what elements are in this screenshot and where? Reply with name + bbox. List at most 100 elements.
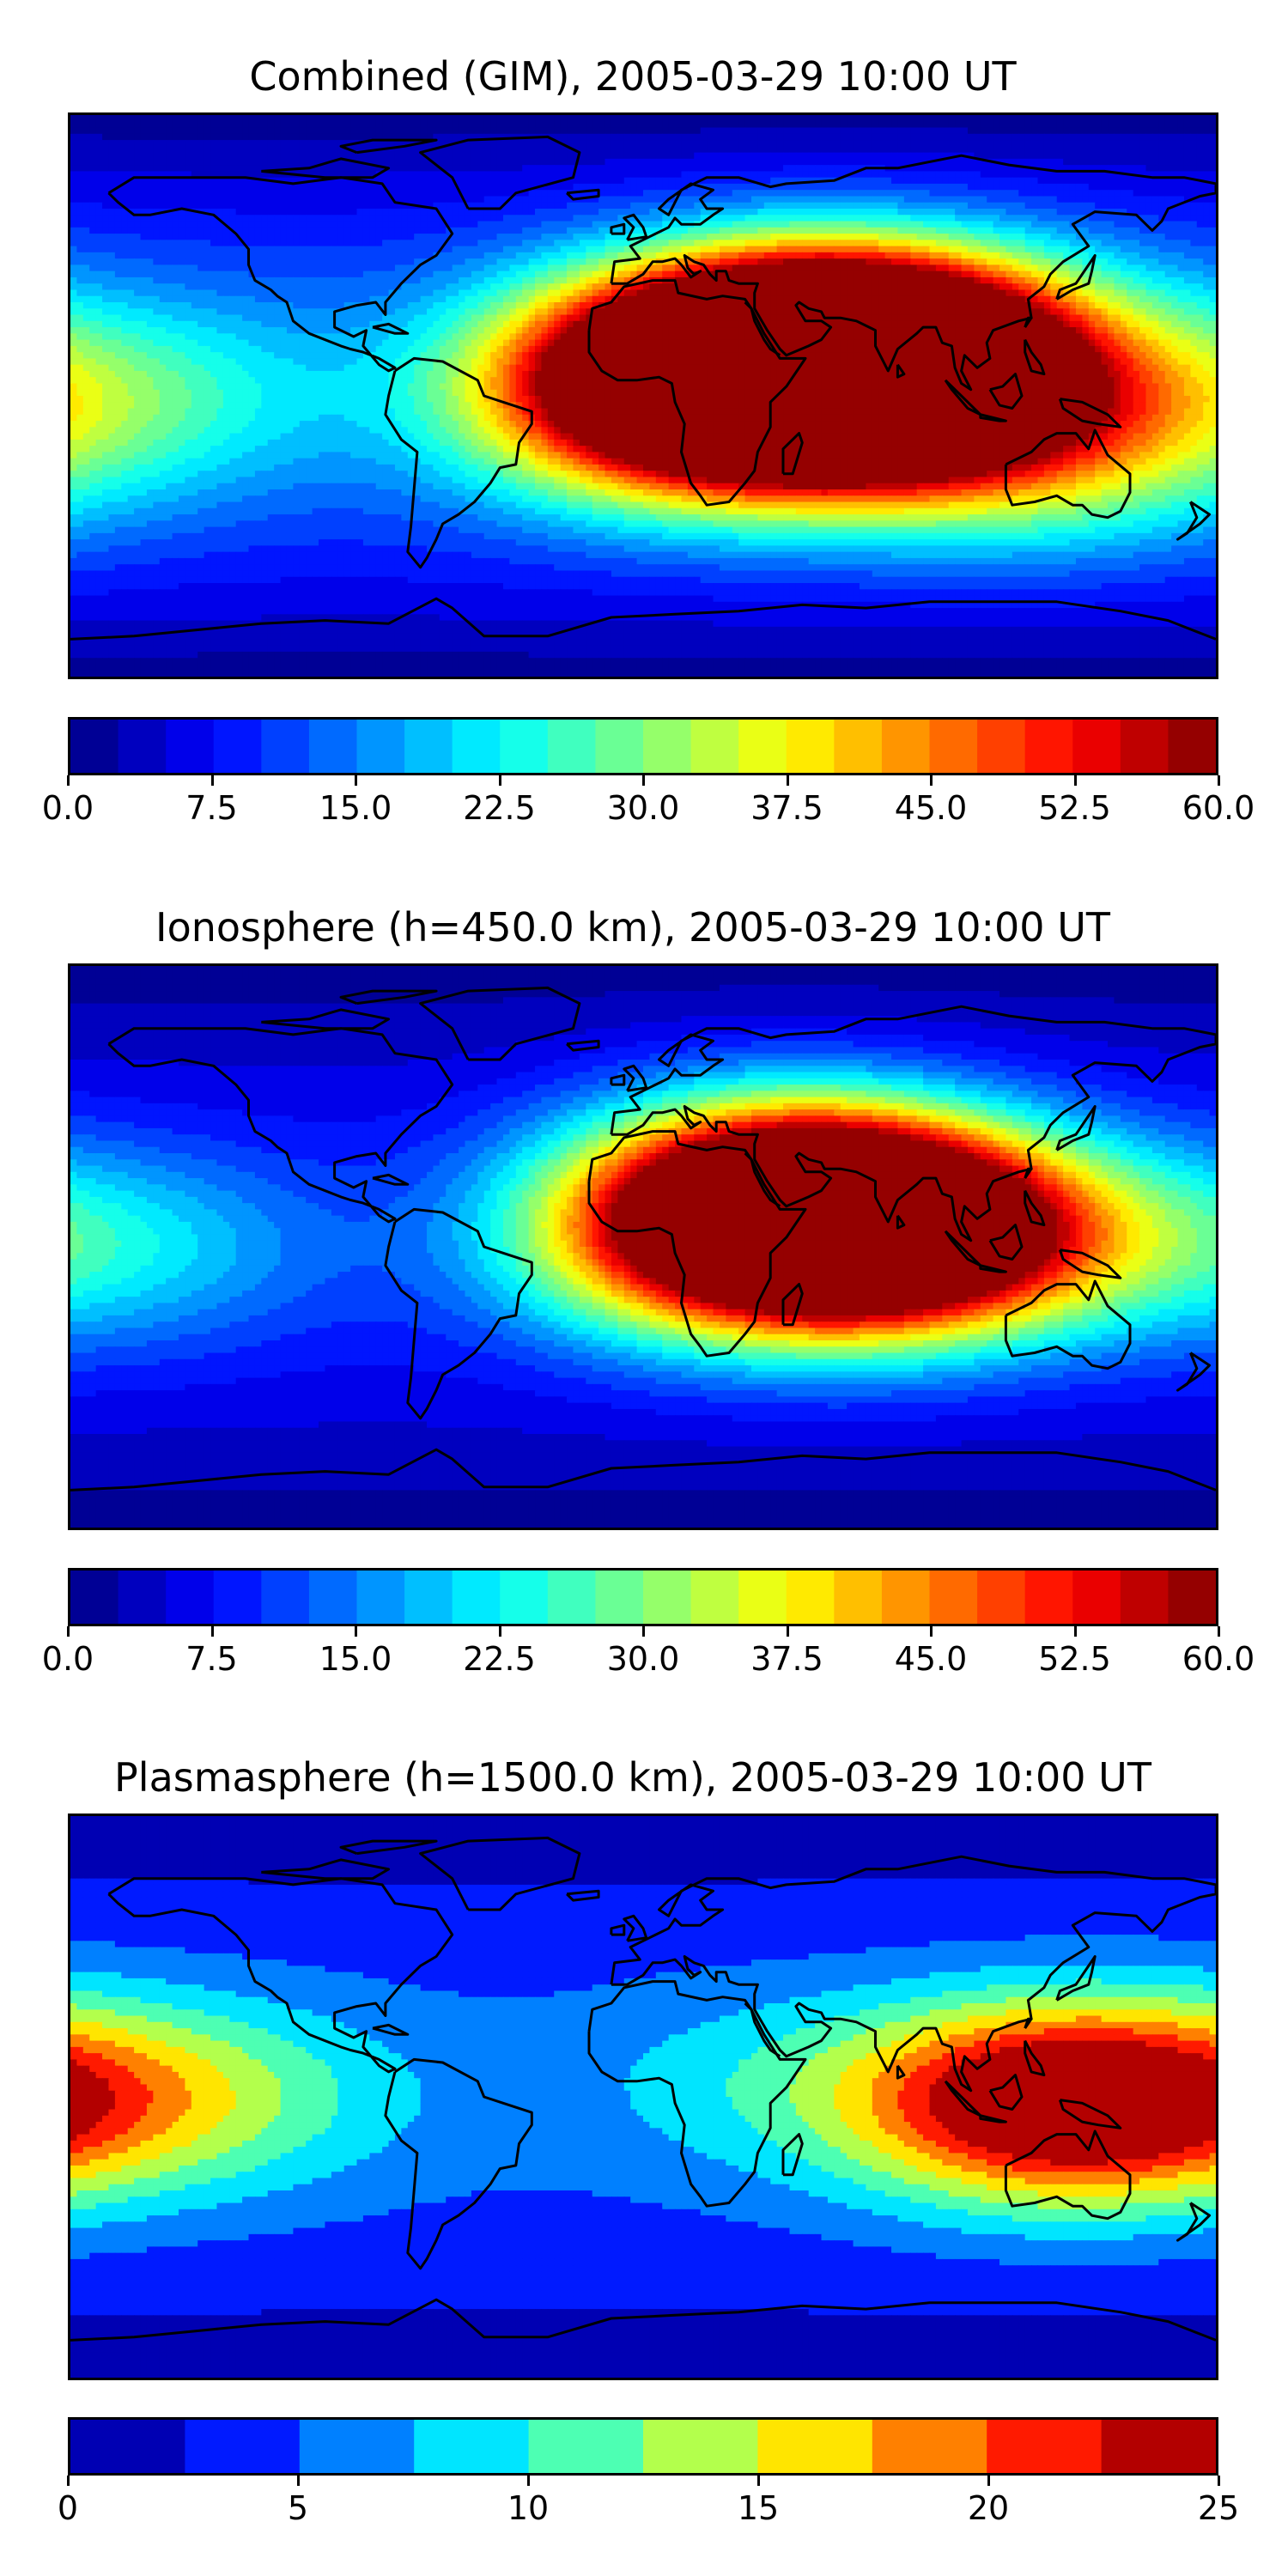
heatmap-cell xyxy=(776,152,784,160)
heatmap-cell xyxy=(757,177,765,185)
heatmap-cell xyxy=(903,146,911,154)
heatmap-cell xyxy=(1082,152,1090,160)
heatmap-cell xyxy=(459,276,466,284)
heatmap-cell xyxy=(1075,258,1083,265)
heatmap-cell xyxy=(623,246,631,253)
heatmap-cell xyxy=(757,196,765,204)
heatmap-cell xyxy=(306,258,313,265)
heatmap-cell xyxy=(1095,215,1103,222)
heatmap-cell xyxy=(388,270,396,278)
heatmap-cell xyxy=(623,270,631,278)
heatmap-cell xyxy=(70,227,78,234)
heatmap-cell xyxy=(382,234,390,240)
heatmap-cell xyxy=(897,264,905,272)
heatmap-cell xyxy=(636,246,644,253)
heatmap-cell xyxy=(910,270,918,278)
heatmap-cell xyxy=(1024,227,1032,234)
heatmap-cell xyxy=(401,227,409,234)
heatmap-cell xyxy=(452,240,459,247)
heatmap-cell xyxy=(541,234,549,240)
heatmap-cell xyxy=(1177,215,1185,222)
heatmap-cell xyxy=(623,264,631,272)
heatmap-cell xyxy=(108,234,116,240)
heatmap-cell xyxy=(509,215,517,222)
heatmap-cell xyxy=(394,252,402,259)
heatmap-cell xyxy=(687,158,695,166)
heatmap-cell xyxy=(923,127,931,135)
heatmap-cell xyxy=(153,152,161,160)
heatmap-cell xyxy=(140,183,148,191)
heatmap-cell xyxy=(1190,177,1198,185)
heatmap-cell xyxy=(866,140,873,147)
heatmap-cell xyxy=(280,276,288,284)
heatmap-cell xyxy=(1133,115,1140,122)
heatmap-cell xyxy=(884,252,892,259)
heatmap-cell xyxy=(490,133,498,141)
heatmap-cell xyxy=(299,283,307,291)
heatmap-cell xyxy=(459,252,466,259)
heatmap-cell xyxy=(567,152,574,160)
heatmap-cell xyxy=(1101,234,1109,240)
heatmap-cell xyxy=(280,127,288,135)
heatmap-cell xyxy=(935,264,943,272)
heatmap-cell xyxy=(987,227,994,234)
heatmap-cell xyxy=(286,234,294,240)
heatmap-cell xyxy=(70,240,78,247)
heatmap-cell xyxy=(649,283,657,291)
heatmap-cell xyxy=(802,165,810,172)
heatmap-cell xyxy=(522,152,530,160)
heatmap-cell xyxy=(496,209,504,216)
heatmap-cell xyxy=(1120,227,1127,234)
heatmap-cell xyxy=(1056,140,1064,147)
heatmap-cell xyxy=(343,158,351,166)
heatmap-cell xyxy=(878,183,886,191)
heatmap-cell xyxy=(999,165,1007,172)
heatmap-cell xyxy=(375,283,383,291)
heatmap-cell xyxy=(872,227,879,234)
heatmap-cell xyxy=(1031,140,1039,147)
heatmap-cell xyxy=(343,196,351,204)
heatmap-cell xyxy=(427,152,434,160)
heatmap-cell xyxy=(204,190,211,197)
heatmap-cell xyxy=(750,140,758,147)
heatmap-cell xyxy=(662,140,670,147)
heatmap-cell xyxy=(248,190,256,197)
heatmap-cell xyxy=(483,270,491,278)
heatmap-cell xyxy=(1190,190,1198,197)
heatmap-cell xyxy=(681,209,689,216)
heatmap-cell xyxy=(1043,146,1051,154)
heatmap-cell xyxy=(337,227,345,234)
heatmap-cell xyxy=(1203,227,1211,234)
heatmap-cell xyxy=(172,140,179,147)
heatmap-cell xyxy=(496,115,504,122)
heatmap-cell xyxy=(649,202,657,210)
heatmap-cell xyxy=(598,190,606,197)
heatmap-cell xyxy=(636,283,644,291)
heatmap-cell xyxy=(459,258,466,265)
heatmap-cell xyxy=(312,246,319,253)
heatmap-cell xyxy=(166,183,173,191)
heatmap-cell xyxy=(446,196,453,204)
heatmap-cell xyxy=(502,270,510,278)
heatmap-cell xyxy=(254,221,262,228)
heatmap-cell xyxy=(579,158,586,166)
heatmap-cell xyxy=(146,133,154,141)
heatmap-cell xyxy=(401,165,409,172)
heatmap-cell xyxy=(1164,177,1172,185)
heatmap-cell xyxy=(1024,140,1032,147)
heatmap-cell xyxy=(1075,121,1083,129)
heatmap-cell xyxy=(567,140,574,147)
heatmap-cell xyxy=(859,140,866,147)
heatmap-cell xyxy=(1164,215,1172,222)
heatmap-cell xyxy=(840,215,848,222)
heatmap-cell xyxy=(630,140,638,147)
heatmap-cell xyxy=(471,246,478,253)
heatmap-cell xyxy=(1005,258,1013,265)
heatmap-cell xyxy=(496,221,504,228)
heatmap-cell xyxy=(980,202,987,210)
heatmap-cell xyxy=(1012,227,1019,234)
heatmap-cell xyxy=(903,258,911,265)
heatmap-cell xyxy=(496,283,504,291)
heatmap-cell xyxy=(993,240,1000,247)
heatmap-cell xyxy=(1031,121,1039,129)
